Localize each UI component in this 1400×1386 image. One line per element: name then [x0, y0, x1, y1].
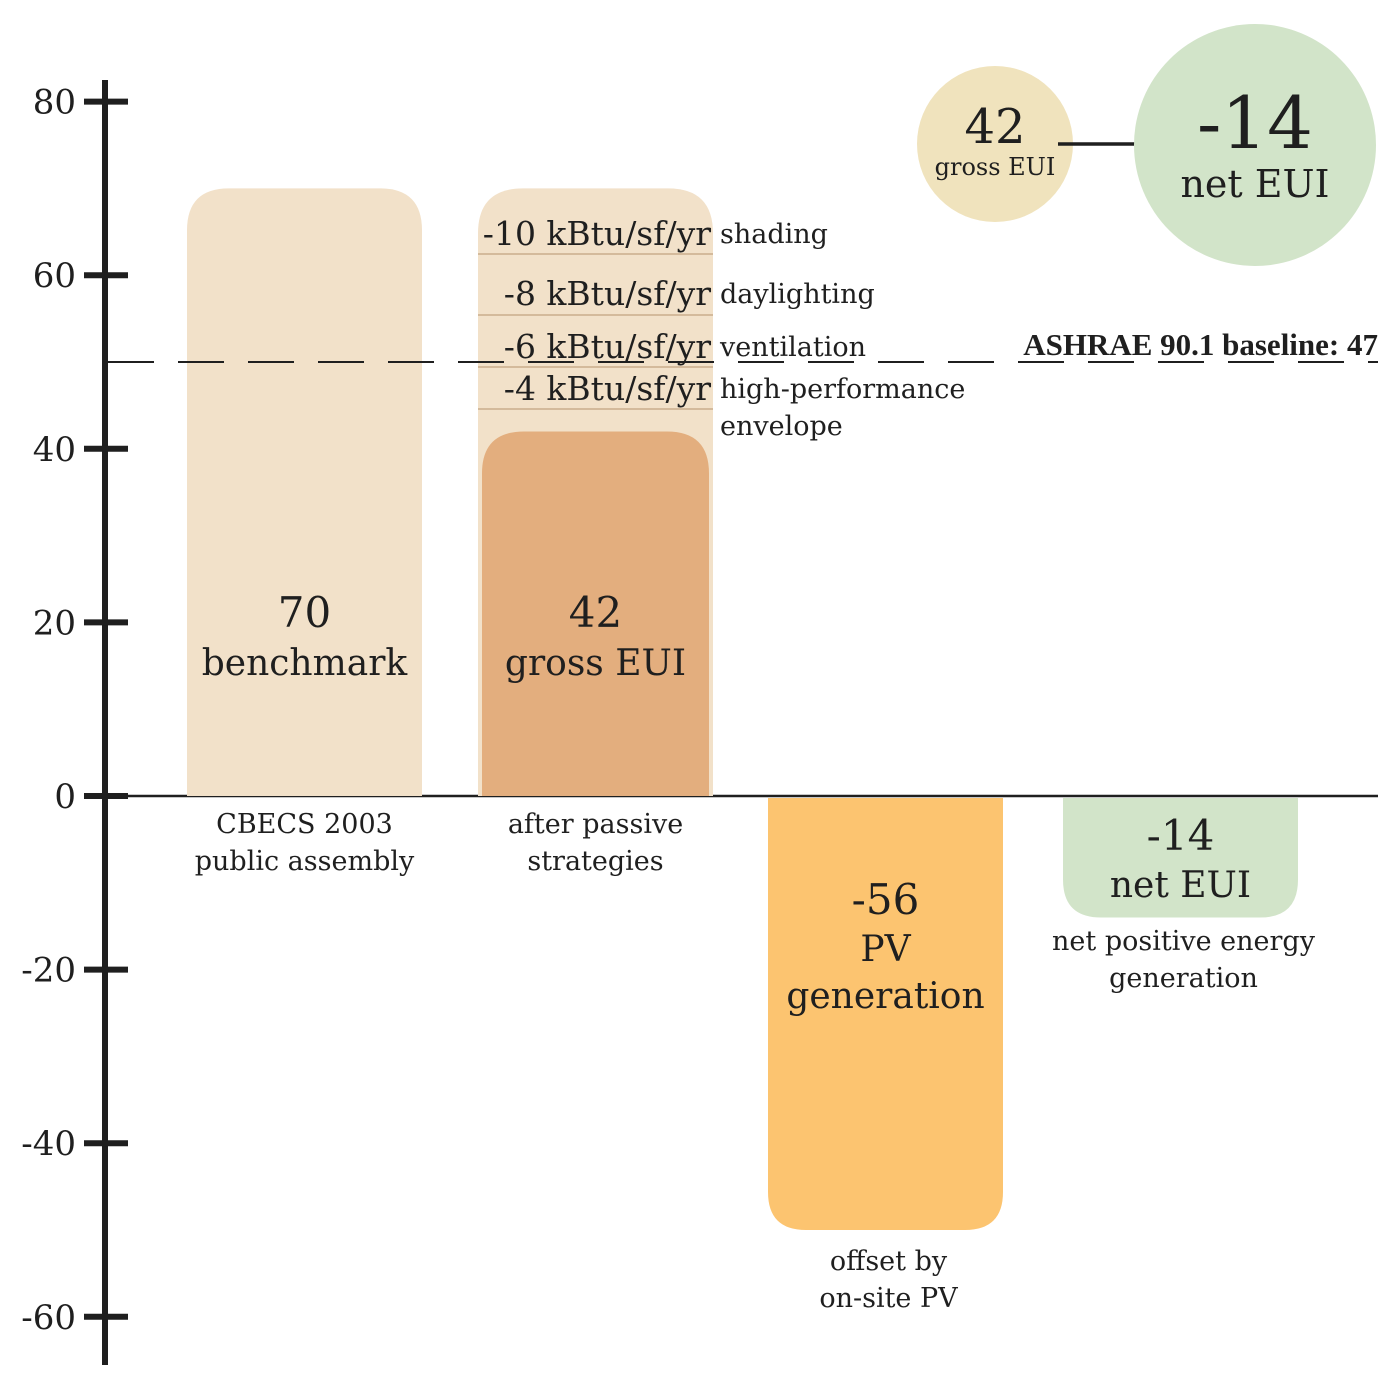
bar-benchmark-category: CBECS 2003: [216, 809, 393, 840]
bar-net: [1063, 798, 1298, 918]
y-tick-label: 20: [33, 603, 76, 643]
bar-pv-value: -56: [852, 875, 920, 924]
reduction-label: high-performance: [720, 374, 965, 405]
bars: [187, 188, 1298, 1230]
y-tick-label: 0: [54, 777, 76, 817]
y-tick-label: -40: [21, 1124, 76, 1164]
bar-benchmark-value: 70: [278, 588, 331, 637]
y-tick-label: 80: [33, 83, 76, 123]
bar-benchmark-category: public assembly: [195, 846, 415, 877]
bar-labels: 70 benchmark CBECS 2003 public assembly 42 gr…: [195, 214, 1316, 1314]
bar-pv-category: offset by: [830, 1246, 948, 1277]
reduction-value: -10 kBtu/sf/yr: [483, 214, 711, 253]
bar-pv-name: generation: [786, 976, 984, 1017]
net-eui-bubble-value: -14: [1197, 81, 1313, 165]
bar-net-name: net EUI: [1110, 865, 1251, 906]
reduction-label: daylighting: [720, 279, 875, 310]
bar-net-category: generation: [1109, 963, 1258, 994]
reduction-label: envelope: [720, 411, 843, 442]
baseline-label: ASHRAE 90.1 baseline: 47: [1023, 327, 1378, 362]
gross-eui-bubble: [917, 66, 1073, 222]
y-tick-label: -60: [21, 1298, 76, 1338]
baseline: ASHRAE 90.1 baseline: 47: [108, 327, 1378, 363]
y-tick-label: -20: [21, 951, 76, 991]
bar-net-value: -14: [1147, 811, 1215, 860]
y-tick-label: 60: [33, 256, 76, 296]
bar-passive-category: strategies: [527, 846, 663, 877]
bar-passive-name: gross EUI: [505, 643, 686, 684]
gross-eui-bubble-value: 42: [964, 99, 1025, 155]
bar-passive-category: after passive: [508, 809, 683, 840]
reduction-value: -8 kBtu/sf/yr: [504, 274, 711, 313]
bar-net-category: net positive energy: [1052, 926, 1316, 957]
bar-passive: [482, 431, 709, 796]
bar-benchmark-name: benchmark: [202, 643, 409, 684]
net-eui-bubble-label: net EUI: [1180, 162, 1329, 206]
bar-pv: [768, 798, 1003, 1230]
reduction-label: shading: [720, 219, 828, 250]
reduction-label: ventilation: [719, 332, 866, 363]
bar-pv-category: on-site PV: [819, 1283, 958, 1314]
gross-eui-bubble-label: gross EUI: [935, 153, 1056, 181]
y-tick-label: 40: [33, 430, 76, 470]
summary-bubbles: 42 gross EUI -14 net EUI: [917, 24, 1376, 266]
bar-passive-value: 42: [569, 588, 622, 637]
net-eui-bubble: [1134, 24, 1376, 266]
y-axis-ticks: 80 60 40 20 0 -20 -40 -60: [21, 83, 128, 1338]
bar-pv-name: PV: [860, 929, 911, 970]
y-axis: 80 60 40 20 0 -20 -40 -60: [21, 80, 128, 1365]
reduction-value: -4 kBtu/sf/yr: [504, 369, 711, 408]
reduction-value: -6 kBtu/sf/yr: [504, 327, 711, 366]
bar-benchmark: [187, 188, 422, 796]
